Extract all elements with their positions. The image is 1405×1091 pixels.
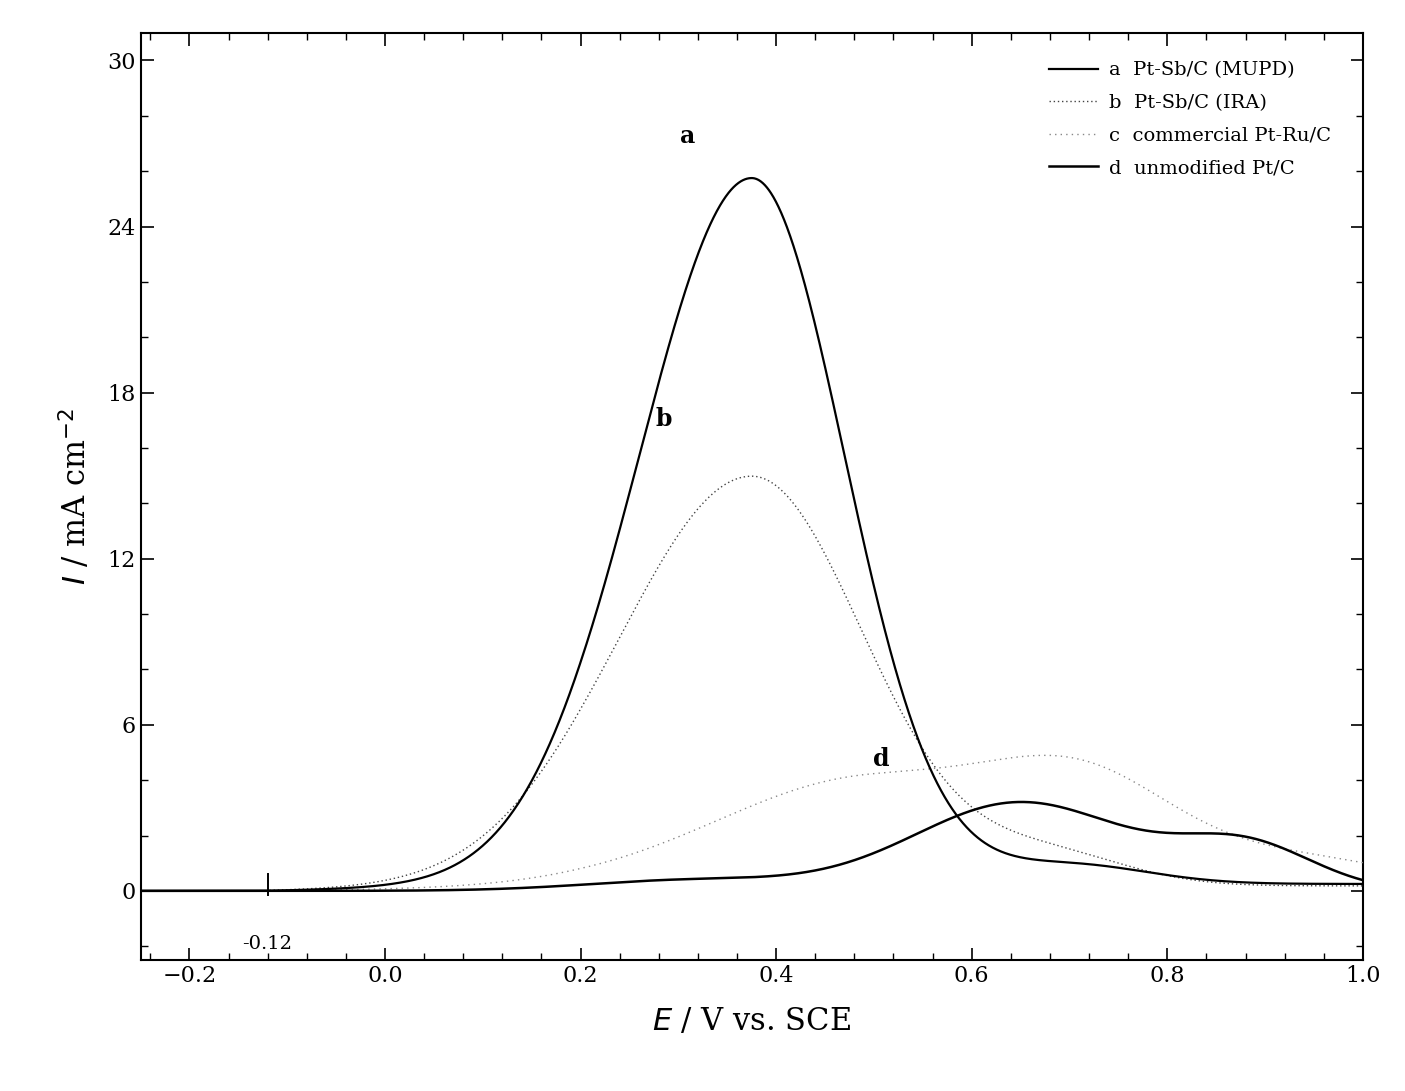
Text: d: d [874,747,889,771]
X-axis label: $\mathit{E}$ / V vs. SCE: $\mathit{E}$ / V vs. SCE [652,1006,851,1038]
Text: -0.12: -0.12 [243,935,292,954]
Text: b: b [655,407,672,431]
Legend: a  Pt-Sb/C (MUPD), b  Pt-Sb/C (IRA), c  commercial Pt-Ru/C, d  unmodified Pt/C: a Pt-Sb/C (MUPD), b Pt-Sb/C (IRA), c com… [1040,51,1340,187]
Text: a: a [680,124,695,148]
Y-axis label: $\mathit{I}$ / mA cm$^{-2}$: $\mathit{I}$ / mA cm$^{-2}$ [58,408,93,585]
